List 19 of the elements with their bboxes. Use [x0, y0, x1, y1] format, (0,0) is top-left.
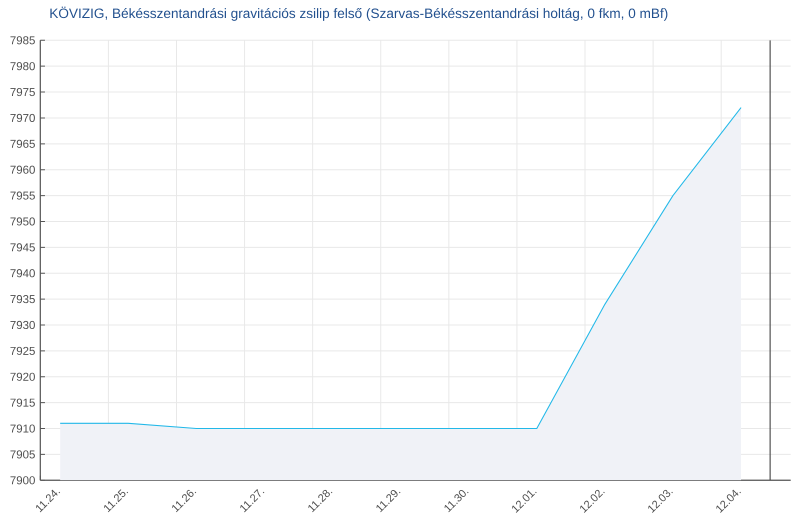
- y-tick-label: 7925: [10, 346, 35, 355]
- y-tick-label: 7970: [10, 114, 35, 122]
- y-tick-label: 7920: [10, 372, 35, 381]
- y-tick-label: 7980: [10, 62, 35, 70]
- chart-title: KÖVIZIG, Békésszentandrási gravitációs zsilip felső (Szarvas-Békésszentandrási holtág, 0 fkm, 0 mBf): [50, 6, 668, 21]
- y-tick-label: 7985: [10, 36, 35, 44]
- y-tick-label: 7960: [10, 166, 35, 174]
- y-tick-label: 7975: [10, 88, 35, 96]
- y-tick-label: 7930: [10, 320, 35, 330]
- y-tick-label: 7955: [10, 192, 35, 200]
- y-tick-label: 7915: [10, 398, 35, 407]
- y-tick-label: 7905: [10, 450, 35, 458]
- y-tick-label: 7910: [10, 424, 35, 433]
- y-tick-label: 7945: [10, 243, 35, 252]
- y-tick-label: 7950: [10, 217, 35, 226]
- y-tick-label: 7940: [10, 269, 35, 278]
- y-tick-label: 7965: [10, 140, 35, 148]
- y-tick-label: 7935: [10, 295, 35, 304]
- y-tick-label: 7900: [10, 476, 35, 484]
